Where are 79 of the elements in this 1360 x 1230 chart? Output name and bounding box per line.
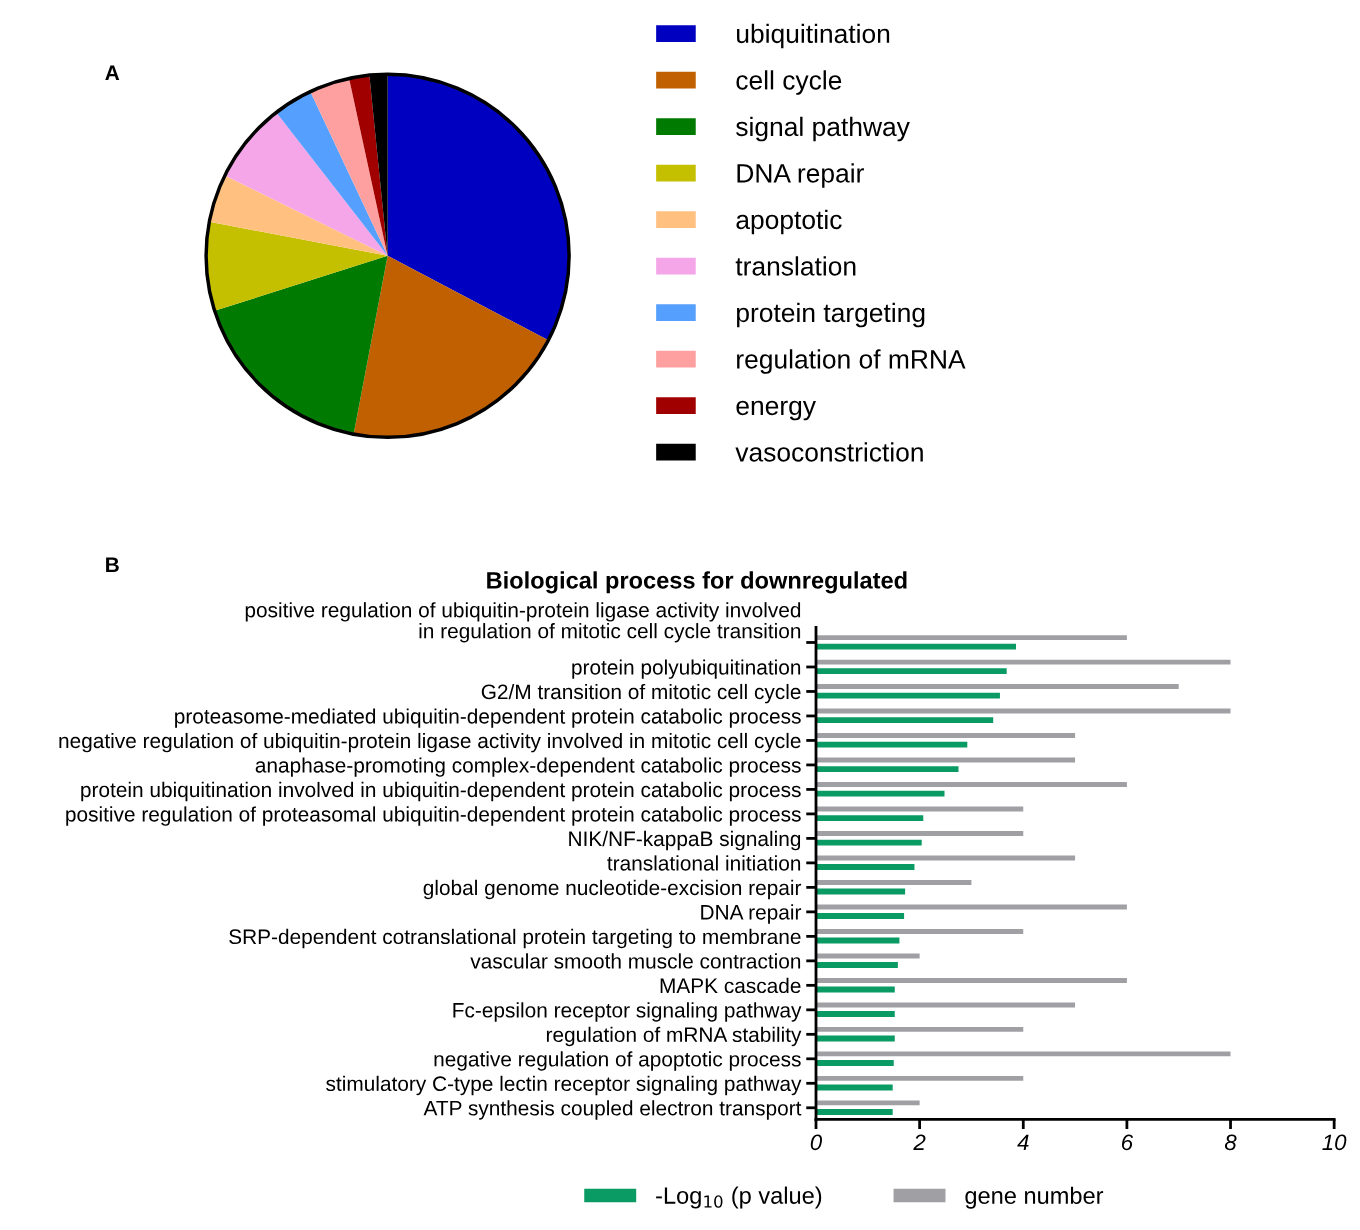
y-tick-label: negative regulation of apoptotic process bbox=[434, 1051, 801, 1071]
bar bbox=[816, 659, 1231, 665]
y-tick-label: ATP synthesis coupled electron transport bbox=[423, 1100, 802, 1120]
bar bbox=[816, 977, 1127, 983]
bar bbox=[816, 839, 922, 846]
pie-slice bbox=[224, 112, 388, 256]
bar bbox=[816, 741, 968, 748]
y-tick-label: global genome nucleotide-excision repair bbox=[423, 879, 802, 900]
bar bbox=[816, 668, 1007, 675]
y-tick-label: SRP-dependent cotranslational protein targeting to membrane bbox=[229, 928, 801, 949]
bar bbox=[816, 864, 915, 870]
legend-label: gene number bbox=[965, 1186, 1104, 1209]
bar bbox=[816, 684, 1179, 690]
y-tick-label: MAPK cascade bbox=[660, 977, 801, 994]
legend-label: -Log$_{10}$ (p value) bbox=[656, 1186, 822, 1209]
bar bbox=[816, 692, 1000, 699]
y-tick-label: DNA repair bbox=[701, 904, 802, 924]
chart-title: Biological process for downregulated bbox=[487, 571, 907, 594]
bar bbox=[816, 733, 1076, 738]
y-tick-label: regulation of mRNA stability bbox=[546, 1026, 802, 1047]
legend-label: protein targeting bbox=[737, 302, 925, 328]
y-tick-label: proteasome-mediated ubiquitin-dependent protein catabolic process bbox=[175, 708, 801, 728]
bar bbox=[816, 880, 972, 885]
pie-slice bbox=[353, 255, 549, 438]
legend-label: translation bbox=[735, 256, 856, 276]
bar bbox=[816, 1100, 920, 1106]
bar bbox=[816, 708, 1231, 714]
x-tick-label: 8 bbox=[1224, 1134, 1237, 1151]
bar bbox=[816, 766, 959, 773]
bar bbox=[816, 782, 1127, 787]
bar bbox=[816, 1109, 893, 1115]
bar bbox=[816, 1002, 1076, 1008]
text: B bbox=[106, 557, 119, 572]
bar bbox=[816, 929, 1024, 934]
y-tick-label: vascular smooth muscle contraction bbox=[470, 953, 801, 969]
x-tick-label: 0 bbox=[810, 1134, 822, 1151]
x-tick-label: 2 bbox=[913, 1134, 926, 1150]
legend-label: apoptotic bbox=[736, 209, 842, 235]
pie-slice bbox=[310, 78, 388, 256]
pie-slice bbox=[276, 91, 388, 256]
x-tick-label: 10 bbox=[1322, 1134, 1347, 1151]
bar bbox=[816, 643, 1017, 650]
bar bbox=[816, 831, 1024, 836]
y-tick-label: protein polyubiquitination bbox=[572, 659, 801, 679]
legend-label: DNA repair bbox=[737, 163, 864, 188]
y-tick-label: anaphase-promoting complex-dependent catabolic process bbox=[255, 757, 801, 777]
y-tick-label: positive regulation of ubiquitin-protein ligase activity involved in regulation of mitotic cell cycle transition bbox=[245, 602, 801, 643]
legend-label: cell cycle bbox=[736, 70, 842, 95]
bar bbox=[816, 717, 994, 724]
bar bbox=[816, 1026, 1024, 1032]
y-tick-label: NIK/NF-kappaB signaling bbox=[569, 830, 801, 851]
bar bbox=[816, 962, 898, 968]
x-tick-label: 4 bbox=[1017, 1134, 1029, 1150]
legend-label: regulation of mRNA bbox=[737, 349, 966, 374]
y-tick-label: stimulatory C-type lectin receptor signaling pathway bbox=[326, 1075, 802, 1096]
bar bbox=[816, 913, 905, 919]
y-tick-label: translational initiation bbox=[607, 855, 801, 871]
y-tick-label: negative regulation of ubiquitin-protein ligase activity involved in mitotic cell cycle bbox=[59, 732, 801, 753]
bar bbox=[816, 1060, 894, 1066]
legend-label: vasoconstriction bbox=[735, 442, 923, 462]
pie-slice bbox=[209, 175, 388, 256]
bar bbox=[816, 1075, 1024, 1081]
pie-slice bbox=[387, 74, 570, 341]
x-tick-label: 6 bbox=[1121, 1134, 1134, 1151]
legend-label: energy bbox=[736, 400, 816, 421]
y-tick-label: protein ubiquitination involved in ubiquitin-dependent protein catabolic process bbox=[81, 781, 801, 802]
text: A bbox=[105, 65, 120, 80]
bar bbox=[816, 815, 924, 822]
pie-slice bbox=[214, 255, 388, 435]
bar bbox=[816, 790, 945, 797]
y-tick-label: positive regulation of proteasomal ubiquitin-dependent protein catabolic process bbox=[66, 806, 801, 826]
legend-label: signal pathway bbox=[736, 116, 910, 142]
bar bbox=[816, 635, 1127, 641]
bar bbox=[816, 1011, 895, 1017]
bar bbox=[816, 1051, 1231, 1057]
legend-label: ubiquitination bbox=[737, 23, 890, 49]
y-tick-label: Fc-epsilon receptor signaling pathway bbox=[453, 1002, 802, 1022]
y-tick-label: G2/M transition of mitotic cell cycle bbox=[481, 683, 801, 704]
pie-slice bbox=[206, 221, 388, 311]
